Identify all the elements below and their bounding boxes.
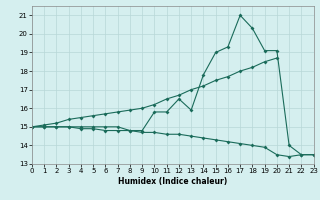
X-axis label: Humidex (Indice chaleur): Humidex (Indice chaleur) <box>118 177 228 186</box>
